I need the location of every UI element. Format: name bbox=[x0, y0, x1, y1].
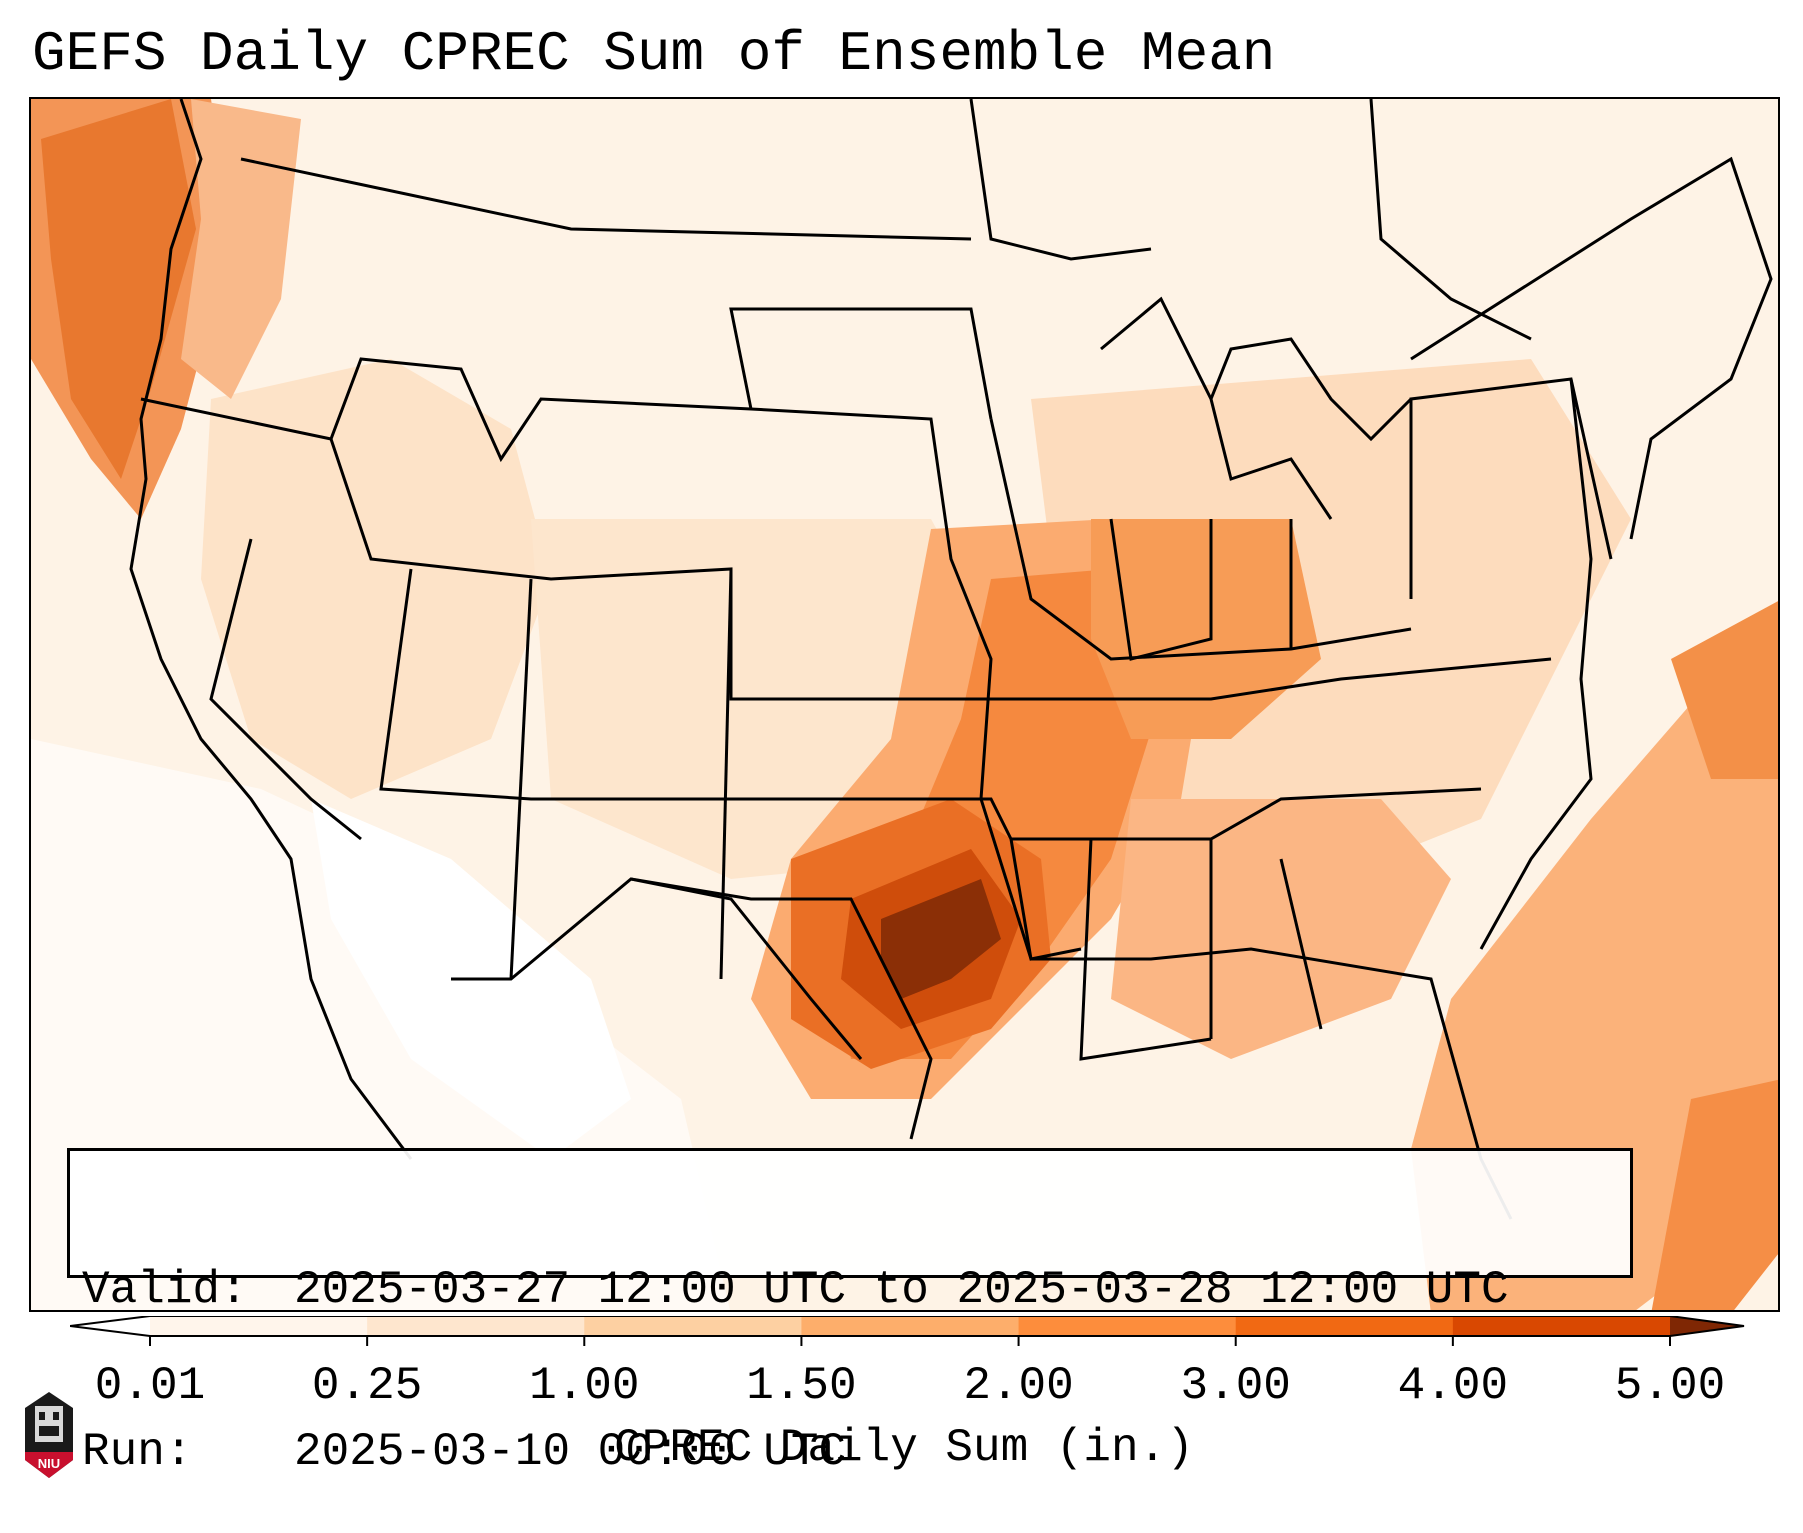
colorbar-segment bbox=[1235, 1316, 1454, 1336]
valid-run-info-box: Valid: 2025-03-27 12:00 UTC to 2025-03-28… bbox=[67, 1148, 1633, 1478]
colorbar-tick-label: 0.01 bbox=[94, 1360, 206, 1412]
valid-value: 2025-03-27 12:00 UTC to 2025-03-28 12:00… bbox=[294, 1264, 1509, 1316]
colorbar-ticks bbox=[149, 1336, 1671, 1346]
colorbar-segment bbox=[1452, 1316, 1671, 1336]
colorbar-segment bbox=[367, 1316, 585, 1336]
colorbar-tick-label: 2.00 bbox=[963, 1360, 1074, 1412]
precip-illinois-indiana bbox=[1091, 519, 1321, 739]
state-borders bbox=[129, 99, 1773, 1220]
colorbar-tick-label: 1.50 bbox=[746, 1360, 857, 1412]
colorbar-tick-label: 0.25 bbox=[311, 1360, 423, 1412]
precip-wa-coast bbox=[181, 99, 301, 399]
colorbar-tick-label: 4.00 bbox=[1397, 1360, 1509, 1412]
valid-label: Valid: bbox=[82, 1264, 248, 1316]
colorbar bbox=[70, 1316, 1745, 1346]
colorbar-segment bbox=[150, 1316, 368, 1336]
logo-text: NIU bbox=[38, 1456, 60, 1471]
colorbar-segment bbox=[584, 1316, 802, 1336]
precip-texas-core bbox=[881, 879, 1001, 999]
run-label: Run: bbox=[82, 1426, 193, 1478]
precip-west-light bbox=[201, 359, 551, 799]
niu-logo: NIU bbox=[25, 1392, 73, 1478]
colorbar-segment bbox=[1018, 1316, 1237, 1336]
run-value: 2025-03-10 00:00 UTC bbox=[294, 1426, 847, 1478]
valid-row: Valid: 2025-03-27 12:00 UTC to 2025-03-28… bbox=[82, 1263, 1630, 1317]
map-panel bbox=[29, 97, 1780, 1312]
colorbar-segment bbox=[801, 1316, 1020, 1336]
colorbar-tick-label: 5.00 bbox=[1614, 1360, 1726, 1412]
colorbar-segments bbox=[70, 1316, 1744, 1336]
precipitation-map bbox=[31, 99, 1778, 1310]
colorbar-tick-label: 3.00 bbox=[1180, 1360, 1291, 1412]
colorbar-under-extension bbox=[70, 1316, 150, 1336]
precip-atlantic-core bbox=[1671, 601, 1778, 779]
precip-caribbean bbox=[1651, 1079, 1778, 1310]
colorbar-tick-label: 1.00 bbox=[529, 1360, 640, 1412]
colorbar-label: CPREC Daily Sum (in.) bbox=[614, 1422, 1194, 1474]
precip-southeast bbox=[1111, 799, 1451, 1059]
precip-pacific-nw-core bbox=[41, 99, 196, 479]
chart-title: GEFS Daily CPREC Sum of Ensemble Mean bbox=[32, 22, 1276, 86]
run-row: Run: 2025-03-10 00:00 UTC bbox=[82, 1425, 1630, 1479]
colorbar-over-extension bbox=[1670, 1316, 1744, 1336]
